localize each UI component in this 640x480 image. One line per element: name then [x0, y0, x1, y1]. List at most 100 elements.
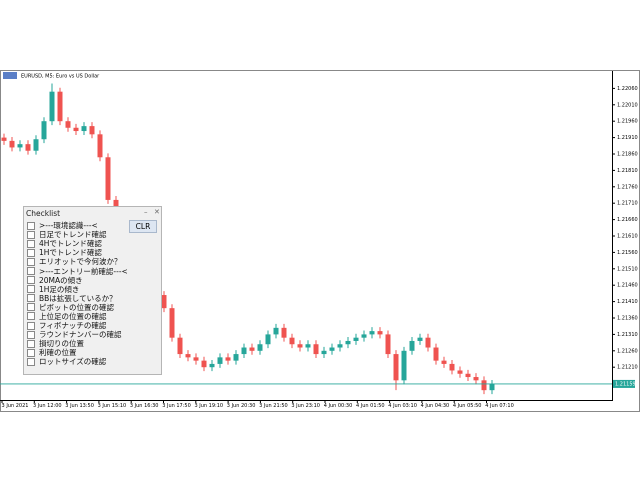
candle [161, 291, 167, 313]
candle [65, 117, 71, 132]
minimize-button[interactable]: – [144, 208, 148, 216]
candle [465, 369, 471, 381]
checkbox[interactable] [27, 294, 35, 303]
checkbox[interactable] [27, 257, 35, 266]
y-tick-label: 1.21210 [617, 365, 638, 371]
item-label: 損切りの位置 [39, 339, 84, 349]
candle-body [201, 360, 207, 368]
bid-label-box [613, 379, 635, 388]
item-label: 日足でトレンド確認 [39, 230, 107, 240]
chart-title: EURUSD, M5: Euro vs US Dollar [21, 74, 100, 80]
item-label: フィボナッチの確認 [39, 321, 107, 331]
checkbox[interactable] [27, 285, 35, 294]
checkbox[interactable] [27, 303, 35, 312]
candle [281, 323, 287, 342]
checkbox[interactable] [27, 348, 35, 357]
candle-body [281, 327, 287, 338]
candle [481, 376, 487, 395]
candle [489, 379, 495, 395]
x-tick-label: 3 Jun 19:10 [195, 403, 224, 409]
candle [441, 356, 447, 368]
candle-body [65, 121, 71, 128]
candle-body [177, 337, 183, 355]
item-label: ロットサイズの確認 [39, 357, 107, 367]
x-tick-label: 3 Jun 13:50 [65, 403, 94, 409]
y-tick-label: 1.21560 [617, 250, 638, 256]
candle [17, 140, 23, 152]
checkbox[interactable] [27, 339, 35, 348]
candle-body [329, 347, 335, 351]
checkbox[interactable] [27, 312, 35, 321]
checkbox[interactable] [27, 357, 35, 366]
checkbox[interactable] [27, 248, 35, 257]
candle-body [25, 144, 31, 151]
checklist-item: ロットサイズの確認 [24, 357, 161, 366]
checklist-item: 1Hでトレンド確認 [24, 248, 161, 257]
x-tick-label: 3 Jun 23:10 [291, 403, 320, 409]
y-tick-label: 1.21260 [617, 348, 638, 354]
candle [449, 359, 455, 375]
checklist-item: 20MAの傾き [24, 276, 161, 285]
checkbox[interactable] [27, 276, 35, 285]
x-tick-label: 4 Jun 07:10 [485, 403, 514, 409]
x-tick-label: 3 Jun 20:30 [227, 403, 256, 409]
checkbox[interactable] [27, 330, 35, 339]
checklist-item: ピボットの位置の確認 [24, 303, 161, 312]
checkbox[interactable] [27, 321, 35, 330]
candle [41, 117, 47, 144]
item-label: 20MAの傾き [39, 275, 83, 285]
checklist-item: >---環境認識---< [24, 221, 161, 230]
candle [425, 333, 431, 352]
x-tick-label: 3 Jun 15:10 [98, 403, 127, 409]
bid-label: 1.21159 [615, 381, 636, 387]
candle-body [465, 373, 471, 378]
candle-body [73, 127, 79, 132]
candle-body [401, 350, 407, 381]
checkbox[interactable] [27, 267, 35, 276]
candle-body [193, 357, 199, 361]
candle [321, 346, 327, 359]
candle [217, 353, 223, 368]
candle [169, 304, 175, 342]
candle [57, 87, 63, 126]
checklist-item: 1H足の傾き [24, 285, 161, 294]
candle-body [393, 354, 399, 381]
candle [73, 123, 79, 135]
y-tick-label: 1.22010 [617, 102, 638, 108]
checkbox[interactable] [27, 239, 35, 248]
checklist-item: エリオットで今何波か？ [24, 257, 161, 266]
y-tick-label: 1.22060 [617, 86, 638, 92]
candle [1, 133, 7, 145]
item-label: >---エントリー前確認---< [39, 266, 128, 276]
candle [297, 340, 303, 352]
candle-body [441, 360, 447, 364]
y-tick-label: 1.21710 [617, 201, 638, 207]
candle-body [169, 308, 175, 338]
x-tick-label: 4 Jun 04:30 [421, 403, 450, 409]
item-label: BBは拡張しているか？ [39, 293, 117, 303]
close-button[interactable]: ✕ [154, 208, 160, 216]
checkbox[interactable] [27, 230, 35, 239]
candle [345, 337, 351, 349]
candle [185, 350, 191, 362]
checkbox[interactable] [27, 221, 35, 230]
checklist-item: ラウンドナンバーの確認 [24, 330, 161, 339]
candle [401, 346, 407, 385]
x-tick-label: 3 Jun 21:50 [259, 403, 288, 409]
candle [81, 122, 87, 135]
candle [417, 333, 423, 345]
candle-body [481, 380, 487, 391]
candle-body [161, 295, 167, 309]
checklist-item: >---エントリー前確認---< [24, 266, 161, 276]
checklist-item: フィボナッチの確認 [24, 321, 161, 330]
item-label: 4Hでトレンド確認 [39, 239, 102, 249]
candle [457, 366, 463, 378]
clear-button[interactable]: CLR [129, 220, 157, 233]
candle-body [433, 347, 439, 361]
y-tick-label: 1.21610 [617, 234, 638, 240]
candle [353, 333, 359, 345]
x-tick-label: 3 Jun 16:30 [130, 403, 159, 409]
x-tick-label: 3 Jun 2021 [2, 403, 29, 409]
candle [233, 350, 239, 365]
candle-body [49, 91, 55, 122]
